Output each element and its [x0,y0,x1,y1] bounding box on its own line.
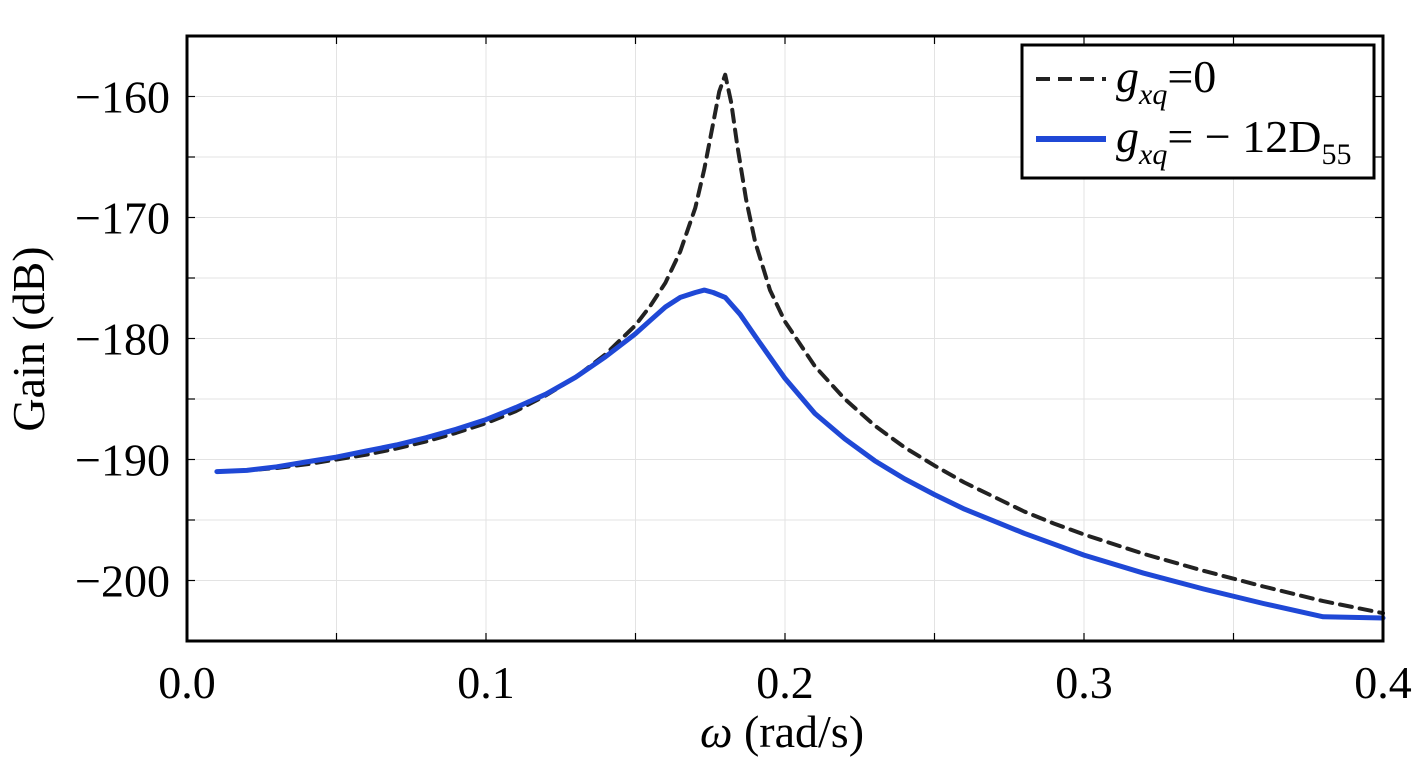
x-tick-label: 0.3 [1055,657,1113,708]
y-tick-label: −200 [75,556,170,607]
series-layer [214,72,1386,621]
tick-labels: 0.0 0.1 0.2 0.3 0.4 −160 −170 −180 −190 −200 [75,72,1412,709]
legend-sub-1: xq [1138,78,1167,111]
series-line-1 [214,72,1385,616]
y-tick-label: −160 [75,72,170,123]
y-axis-label: Gain (dB) [3,246,54,431]
legend-label-series-2: gxq= − 12D55 [1116,111,1351,171]
legend-sub2-2: 55 [1321,138,1351,171]
legend-rest-1: =0 [1167,51,1216,102]
x-axis-label: ω (rad/s) [700,706,864,757]
legend-box [1020,43,1376,180]
legend: gxq=0 gxq= − 12D55 [1020,43,1376,180]
legend-sub-2: xq [1138,138,1167,171]
legend-rest-2: = − 12D [1167,111,1321,162]
x-tick-label: 0.2 [756,657,814,708]
x-axis-unit: (rad/s) [732,706,864,757]
y-tick-label: −190 [75,435,170,486]
y-tick-label: −180 [75,314,170,365]
y-tick-label: −170 [75,193,170,244]
x-axis-symbol: ω [700,706,732,757]
legend-label-series-1: gxq=0 [1116,51,1216,111]
x-tick-label: 0.1 [457,657,515,708]
legend-main-2: g [1116,111,1139,162]
legend-main-1: g [1116,51,1139,102]
series-line-2 [214,287,1386,621]
x-tick-label: 0.4 [1354,657,1412,708]
ticks [186,35,1384,642]
x-tick-label: 0.0 [158,657,216,708]
